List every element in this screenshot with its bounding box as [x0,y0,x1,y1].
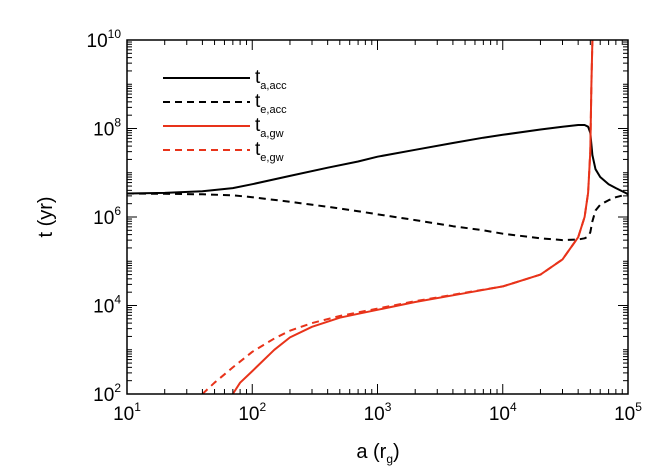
y-tick-label: 106 [93,204,121,229]
legend-label: te,gw [255,139,284,164]
y-tick-label: 1010 [87,27,122,52]
y-axis-title: t (yr) [35,196,57,237]
series-line-a-acc [127,124,628,195]
ticks-layer [126,40,629,395]
x-tick-label: 101 [113,400,141,425]
y-tick-label: 108 [93,116,121,141]
legend-label: ta,gw [255,115,284,140]
series-line-e-acc [127,192,628,242]
plot-frame [126,39,629,395]
x-tick-label: 105 [614,400,642,425]
legend-label: ta,acc [255,67,287,92]
y-tick-label: 102 [93,381,121,406]
x-tick-label: 102 [238,400,266,425]
x-axis-title: a (rg) [356,441,399,466]
legend-label: te,acc [255,91,287,116]
x-tick-label: 104 [489,400,517,425]
x-tick-label: 103 [364,400,392,425]
y-tick-label: 104 [93,293,121,318]
series-layer [127,40,628,394]
series-line-a-gw [231,40,594,394]
series-line-e-gw [201,40,594,394]
